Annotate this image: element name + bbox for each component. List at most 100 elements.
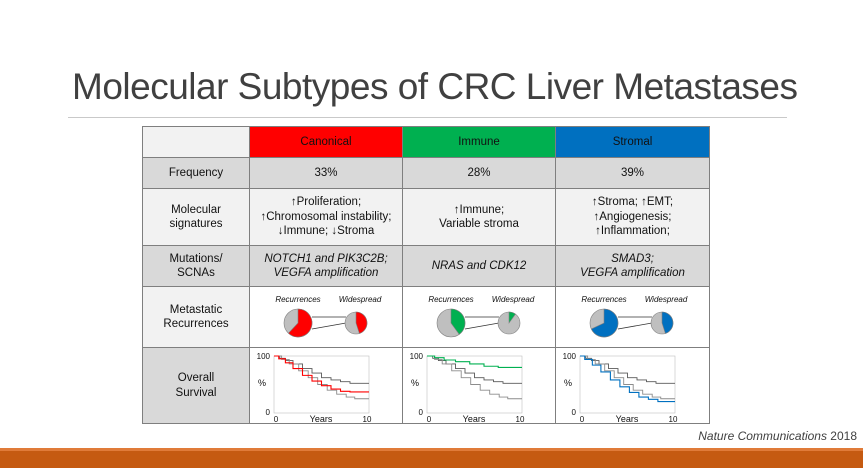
survival-label: Overall Survival bbox=[142, 347, 250, 424]
sig-stromal-1: ↑Stroma; ↑EMT; bbox=[591, 196, 674, 209]
sig-canonical-3: ↓Immune; ↓Stroma bbox=[277, 225, 375, 238]
frequency-label: Frequency bbox=[142, 157, 250, 189]
recurrences-label-line2: Recurrences bbox=[163, 318, 229, 330]
header-immune: Immune bbox=[402, 126, 556, 158]
pie-label-widespread: Widespread bbox=[492, 295, 535, 304]
pie-label-widespread: Widespread bbox=[339, 295, 382, 304]
subtypes-table: Canonical Immune Stromal Frequency 33% 2… bbox=[142, 126, 710, 424]
mutations-label-line1: Mutations/ bbox=[169, 252, 223, 265]
canonical-survival-svg: 100 0% 0 10 Years bbox=[257, 352, 372, 423]
recurrences-immune: Recurrences Widespread bbox=[402, 286, 556, 348]
survival-y-label: % bbox=[258, 378, 266, 388]
survival-x-left: 0 bbox=[580, 415, 585, 423]
survival-frame bbox=[426, 355, 523, 414]
pie-label-widespread: Widespread bbox=[645, 295, 688, 304]
survival-immune: 100 0% 0 10 Years bbox=[402, 347, 556, 424]
survival-canonical: 100 0% 0 10 Years bbox=[249, 347, 403, 424]
stromal-survival-svg: 100 0% 0 10 Years bbox=[563, 352, 678, 423]
recurrences-pie bbox=[436, 308, 466, 338]
pie-connector-bottom bbox=[464, 322, 500, 330]
recurrences-label-line1: Metastatic bbox=[169, 303, 223, 316]
pie-label-recurrences: Recurrences bbox=[581, 295, 626, 304]
footer-bar bbox=[0, 448, 863, 468]
survival-curve-other-2 bbox=[427, 355, 522, 400]
survival-x-left: 0 bbox=[427, 415, 432, 423]
survival-curve-other-1 bbox=[427, 355, 522, 384]
recurrences-pie-slice bbox=[450, 308, 466, 335]
mut-canonical-2: VEGFA amplification bbox=[273, 267, 379, 279]
survival-curve-other-1 bbox=[580, 355, 675, 384]
survival-row: Overall Survival 100 0% 0 10 Years 100 0% 0 10 Y… bbox=[142, 347, 710, 424]
immune-survival-svg: 100 0% 0 10 Years bbox=[410, 352, 525, 423]
recurrences-pie bbox=[589, 308, 619, 338]
widespread-pie-slice bbox=[661, 311, 674, 334]
sig-stromal-3: ↑Inflammation; bbox=[595, 225, 670, 238]
survival-y-bottom: 0 bbox=[266, 408, 271, 417]
survival-curve-immune bbox=[427, 355, 522, 368]
survival-x-right: 10 bbox=[363, 415, 372, 423]
mutations-row: Mutations/ SCNAs NOTCH1 and PIK3C2B; VEG… bbox=[142, 245, 710, 287]
mut-stromal-2: VEGFA amplification bbox=[580, 267, 685, 279]
mutations-label-line2: SCNAs bbox=[177, 267, 215, 279]
frequency-row: Frequency 33% 28% 39% bbox=[142, 157, 710, 189]
header-row: Canonical Immune Stromal bbox=[142, 126, 710, 158]
canonical-pies-svg: Recurrences Widespread bbox=[275, 295, 382, 338]
mut-stromal-1: SMAD3; bbox=[611, 252, 654, 265]
mut-canonical-1: NOTCH1 and PIK3C2B; bbox=[264, 252, 388, 265]
header-blank-cell bbox=[142, 126, 250, 158]
widespread-pie bbox=[650, 311, 674, 335]
citation: Nature Communications 2018 bbox=[698, 429, 857, 443]
frequency-stromal: 39% bbox=[555, 157, 710, 189]
survival-x-left: 0 bbox=[274, 415, 279, 423]
survival-frame bbox=[579, 355, 676, 414]
title-divider bbox=[68, 117, 787, 118]
frequency-immune: 28% bbox=[402, 157, 556, 189]
recurrences-pie-slice bbox=[590, 308, 619, 338]
pie-label-recurrences: Recurrences bbox=[275, 295, 320, 304]
sig-immune-1: ↑Immune; bbox=[453, 203, 505, 216]
survival-curve-canonical bbox=[274, 355, 369, 393]
survival-y-bottom: 0 bbox=[419, 408, 424, 417]
survival-y-bottom: 0 bbox=[572, 408, 577, 417]
survival-curve-other-1 bbox=[274, 355, 369, 384]
survival-curve-stromal bbox=[580, 355, 675, 403]
recurrences-label: Metastatic Recurrences bbox=[142, 286, 250, 348]
sig-canonical-2: ↑Chromosomal instability; bbox=[260, 210, 392, 223]
recurrences-pie-slice bbox=[287, 308, 313, 338]
frequency-canonical: 33% bbox=[249, 157, 403, 189]
widespread-pie-slice bbox=[508, 311, 516, 324]
recurrences-stromal: Recurrences Widespread bbox=[555, 286, 710, 348]
mutations-label: Mutations/ SCNAs bbox=[142, 245, 250, 287]
header-canonical: Canonical bbox=[249, 126, 403, 158]
survival-x-right: 10 bbox=[516, 415, 525, 423]
signatures-label: Molecular signatures bbox=[142, 188, 250, 246]
survival-curve-other-2 bbox=[580, 355, 675, 400]
survival-x-label: Years bbox=[463, 414, 486, 423]
survival-y-top: 100 bbox=[410, 352, 424, 361]
sig-stromal-2: ↑Angiogenesis; bbox=[593, 210, 672, 223]
survival-x-label: Years bbox=[310, 414, 333, 423]
pie-connector-bottom bbox=[311, 322, 347, 330]
citation-journal: Nature Communications bbox=[698, 429, 827, 443]
slide-title: Molecular Subtypes of CRC Liver Metastas… bbox=[72, 66, 798, 107]
stromal-pies-svg: Recurrences Widespread bbox=[581, 295, 688, 338]
signatures-immune: ↑Immune; Variable stroma bbox=[402, 188, 556, 246]
signatures-label-line1: Molecular bbox=[171, 203, 221, 216]
widespread-pie-slice bbox=[355, 311, 368, 334]
recurrences-canonical: Recurrences Widespread bbox=[249, 286, 403, 348]
header-stromal: Stromal bbox=[555, 126, 710, 158]
sig-immune-2: Variable stroma bbox=[439, 218, 519, 230]
signatures-canonical: ↑Proliferation; ↑Chromosomal instability… bbox=[249, 188, 403, 246]
survival-x-right: 10 bbox=[669, 415, 678, 423]
signatures-stromal: ↑Stroma; ↑EMT; ↑Angiogenesis; ↑Inflammat… bbox=[555, 188, 710, 246]
footer-accent bbox=[0, 448, 863, 451]
survival-y-label: % bbox=[564, 378, 572, 388]
survival-label-line1: Overall bbox=[177, 372, 215, 385]
immune-pies-svg: Recurrences Widespread bbox=[428, 295, 535, 338]
recurrences-pie bbox=[283, 308, 313, 338]
mutations-canonical: NOTCH1 and PIK3C2B; VEGFA amplification bbox=[249, 245, 403, 287]
pie-connector-bottom bbox=[617, 322, 653, 330]
survival-frame bbox=[273, 355, 370, 414]
recurrences-row: Metastatic Recurrences Recurrences Widesp… bbox=[142, 286, 710, 348]
survival-y-label: % bbox=[411, 378, 419, 388]
